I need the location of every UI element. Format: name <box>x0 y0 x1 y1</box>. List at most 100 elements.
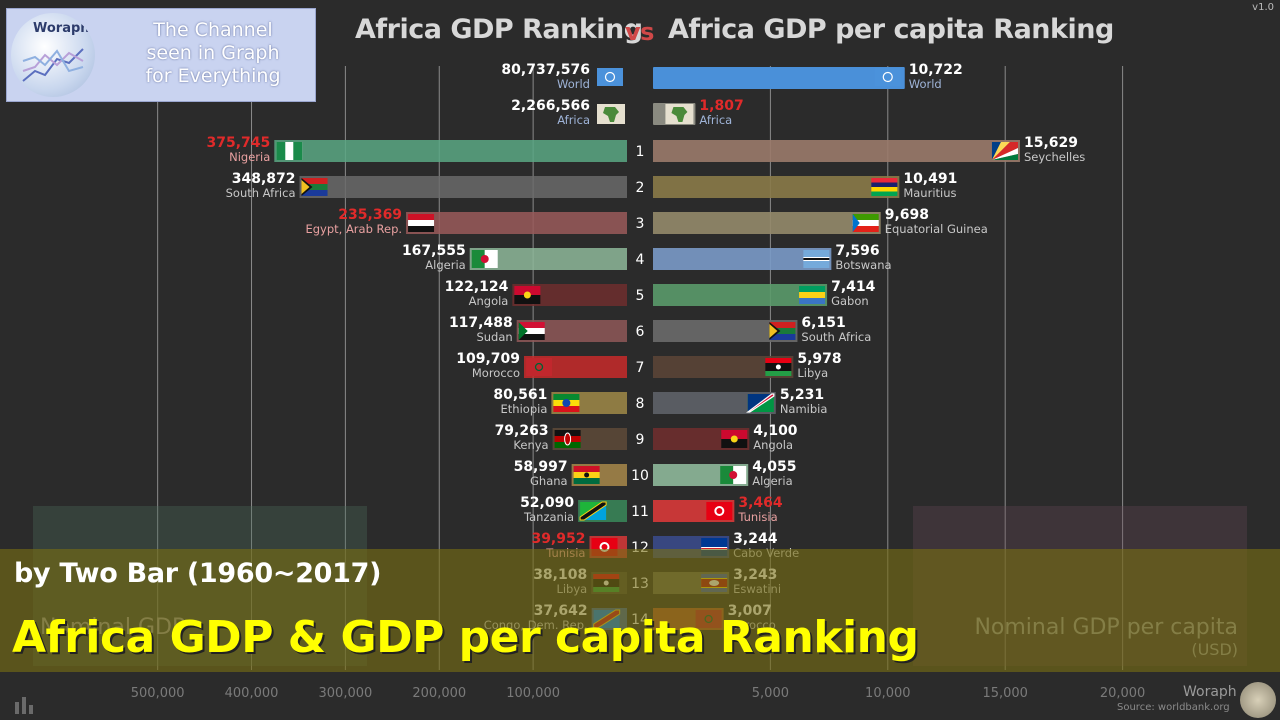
right-bar-value: 4,100 <box>753 423 798 439</box>
angola-flag-icon-left-5-part <box>514 295 541 304</box>
x-tick-label-left: 300,000 <box>319 686 373 701</box>
mauritius-flag-icon-right-2-part <box>871 191 898 196</box>
un-flag-icon-left-0 <box>597 68 623 86</box>
tunisia-flag-icon-left-12-part <box>601 544 608 550</box>
left-summary-value: 2,266,566 <box>511 98 590 114</box>
cabo-verde-flag-icon-right-12-part <box>701 548 728 549</box>
right-bar-value: 9,698 <box>885 207 929 223</box>
logo-wordmark: Woraph <box>33 21 90 36</box>
x-tick-label-left: 400,000 <box>225 686 279 701</box>
left-bar-label: Nigeria <box>229 150 270 164</box>
seychelles-flag-icon-right-1-part <box>991 148 1018 160</box>
south-africa-flag-icon-right-6-part <box>769 322 796 328</box>
left-bar-south-africa <box>299 176 627 198</box>
woraph-logo-icon: Woraph <box>11 13 95 97</box>
algeria-flag-icon-right-10-part <box>733 466 747 484</box>
right-bar-label: Angola <box>753 438 793 452</box>
botswana-flag-icon-right-4-part <box>803 258 830 260</box>
rank-number: 6 <box>636 324 645 340</box>
x-tick-label-left: 500,000 <box>131 686 185 701</box>
right-bar-value: 15,629 <box>1024 135 1078 151</box>
un-flag-icon-right-0-part <box>882 71 893 83</box>
rank-number: 4 <box>636 252 645 268</box>
left-bar-value: 109,709 <box>456 351 520 367</box>
left-bar-value: 39,952 <box>531 531 585 547</box>
un-flag-icon-right-0 <box>874 68 901 86</box>
africa-map-icon-left-1-part <box>603 107 619 122</box>
mauritius-flag-icon-right-2-part <box>871 178 898 183</box>
rank-number: 2 <box>636 180 645 196</box>
algeria-flag-icon-left-4-part <box>471 250 485 268</box>
sudan-flag-icon-left-6-part <box>518 328 545 334</box>
right-bar-label: Libya <box>797 366 828 380</box>
right-bar-label: South Africa <box>801 330 871 344</box>
ethiopia-flag-icon-left-8-part <box>553 406 580 412</box>
gdp-per-capita-ranking-title: Africa GDP per capita Ranking <box>668 14 1114 45</box>
rank-number: 11 <box>631 504 649 520</box>
gdp-ranking-title: Africa GDP Ranking <box>355 14 643 45</box>
right-bar-libya <box>653 356 794 378</box>
channel-line-2: seen in Graph <box>146 42 280 64</box>
south-africa-flag-icon-right-6-part <box>769 324 778 338</box>
tunisia-flag-icon-right-11-part <box>716 508 723 514</box>
angola-flag-icon-left-5-part <box>523 291 531 299</box>
angola-flag-icon-right-9-part <box>730 435 738 443</box>
right-bar-botswana <box>653 248 832 270</box>
un-flag-icon-left-0-part <box>597 68 623 86</box>
x-tick-label-right: 10,000 <box>865 686 911 701</box>
ethiopia-flag-icon-left-8-part <box>562 399 571 407</box>
right-bar-value: 7,414 <box>831 279 876 295</box>
sudan-flag-icon-left-6-part <box>518 322 528 340</box>
south-africa-flag-icon-left-2-part <box>301 178 328 184</box>
seychelles-flag-icon-right-1 <box>991 142 1018 160</box>
rank-number: 10 <box>631 468 649 484</box>
footer-brand: Woraph <box>1183 684 1237 700</box>
ghana-flag-icon-left-10-part <box>573 466 600 472</box>
gabon-flag-icon-right-5-part <box>799 298 826 304</box>
left-bar-value: 52,090 <box>520 495 574 511</box>
algeria-flag-icon-right-10-part <box>729 471 738 479</box>
equatorial-guinea-flag-icon-right-3 <box>852 214 879 232</box>
channel-logo-panel: Woraph The Channel seen in Graph for Eve… <box>6 8 316 102</box>
right-bar-label: Mauritius <box>903 186 956 200</box>
right-bar-value: 4,055 <box>752 459 796 475</box>
tanzania-flag-icon-left-11-part <box>579 501 607 521</box>
x-tick-label-right: 5,000 <box>752 686 789 701</box>
channel-line-1: The Channel <box>153 19 273 41</box>
libya-flag-icon-right-7-part <box>775 364 781 370</box>
right-bar-value: 3,464 <box>738 495 783 511</box>
egypt-flag-icon-left-3 <box>408 214 435 232</box>
left-bar-label: Egypt, Arab Rep. <box>305 222 402 236</box>
x-tick-label-left: 200,000 <box>412 686 466 701</box>
logo-chart-lines-icon <box>22 48 84 82</box>
angola-flag-icon-right-9-part <box>721 430 748 439</box>
left-bar-algeria <box>469 248 627 270</box>
caption-band <box>0 549 1280 672</box>
channel-line-3: for Everything <box>145 65 281 87</box>
rank-number: 5 <box>636 288 645 304</box>
morocco-flag-icon-left-7-part <box>526 358 553 376</box>
right-bar-gabon <box>653 284 828 306</box>
left-bar-egypt-arab-rep- <box>406 212 627 234</box>
libya-flag-icon-right-7-part <box>765 371 792 376</box>
south-africa-flag-icon-right-6 <box>769 322 796 340</box>
gabon-flag-icon-right-5-part <box>799 286 826 292</box>
algeria-flag-icon-left-4-part <box>480 255 489 263</box>
left-bar-value: 375,745 <box>207 135 271 151</box>
right-summary-value: 1,807 <box>699 98 743 114</box>
ghana-flag-icon-left-10 <box>573 466 600 484</box>
right-bar-south-africa <box>653 320 798 342</box>
angola-flag-icon-right-9 <box>721 430 748 448</box>
left-bar-label: Tanzania <box>523 510 574 524</box>
nigeria-flag-icon-left-1-part <box>276 142 286 160</box>
egypt-flag-icon-left-3-part <box>408 226 435 232</box>
seychelles-flag-icon-right-1-part <box>991 142 1018 160</box>
sudan-flag-icon-left-6 <box>518 322 545 340</box>
right-bar-label: Equatorial Guinea <box>885 222 988 236</box>
nigeria-flag-icon-left-1-part <box>293 142 303 160</box>
right-bar-label: Namibia <box>780 402 828 416</box>
left-bar-nigeria <box>274 140 627 162</box>
equatorial-guinea-flag-icon-right-3-part <box>852 214 879 220</box>
angola-flag-icon-left-5 <box>514 286 541 304</box>
left-bar-label: Sudan <box>476 330 512 344</box>
